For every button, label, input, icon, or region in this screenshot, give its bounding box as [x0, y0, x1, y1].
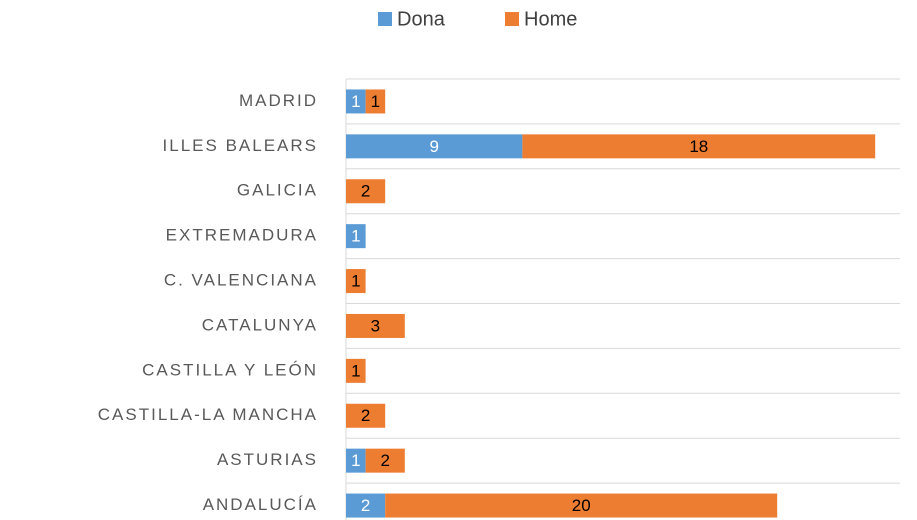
y-tick-label: ANDALUCÍA — [203, 495, 318, 514]
data-label: 2 — [361, 406, 370, 425]
data-label: 1 — [351, 92, 360, 111]
y-tick-label: CASTILLA Y LEÓN — [142, 360, 318, 379]
legend-label: Home — [524, 8, 577, 30]
data-label: 1 — [351, 361, 360, 380]
bar — [346, 358, 366, 383]
data-label: 18 — [689, 137, 708, 156]
bar — [346, 313, 405, 338]
y-tick-label: ASTURIAS — [217, 450, 318, 469]
data-label: 1 — [351, 451, 360, 470]
bar — [346, 179, 386, 204]
data-label: 1 — [351, 272, 360, 291]
y-tick-label: MADRID — [239, 91, 318, 110]
data-label: 2 — [361, 496, 370, 515]
bar — [346, 493, 386, 518]
data-label: 20 — [572, 496, 591, 515]
y-tick-label: EXTREMADURA — [166, 226, 318, 245]
y-tick-label: CASTILLA-LA MANCHA — [98, 405, 318, 424]
y-tick-label: ILLES BALEARS — [163, 136, 318, 155]
y-tick-label: GALICIA — [237, 181, 318, 200]
bar — [346, 134, 523, 159]
data-label: 1 — [351, 227, 360, 246]
legend-swatch — [505, 12, 519, 26]
bar — [346, 269, 366, 294]
data-label: 2 — [361, 182, 370, 201]
data-label: 1 — [371, 92, 380, 111]
bar — [346, 224, 366, 249]
bar — [365, 89, 386, 114]
bar — [346, 89, 366, 114]
data-label: 3 — [371, 316, 380, 335]
bar — [385, 493, 778, 518]
bar — [346, 448, 366, 473]
y-tick-label: CATALUNYA — [202, 315, 318, 334]
legend-swatch — [378, 12, 392, 26]
y-tick-label: C. VALENCIANA — [164, 271, 318, 290]
bar — [365, 448, 405, 473]
bar — [522, 134, 876, 159]
data-label: 9 — [429, 137, 438, 156]
data-label: 2 — [380, 451, 389, 470]
bar — [346, 403, 386, 428]
legend-label: Dona — [397, 8, 446, 30]
